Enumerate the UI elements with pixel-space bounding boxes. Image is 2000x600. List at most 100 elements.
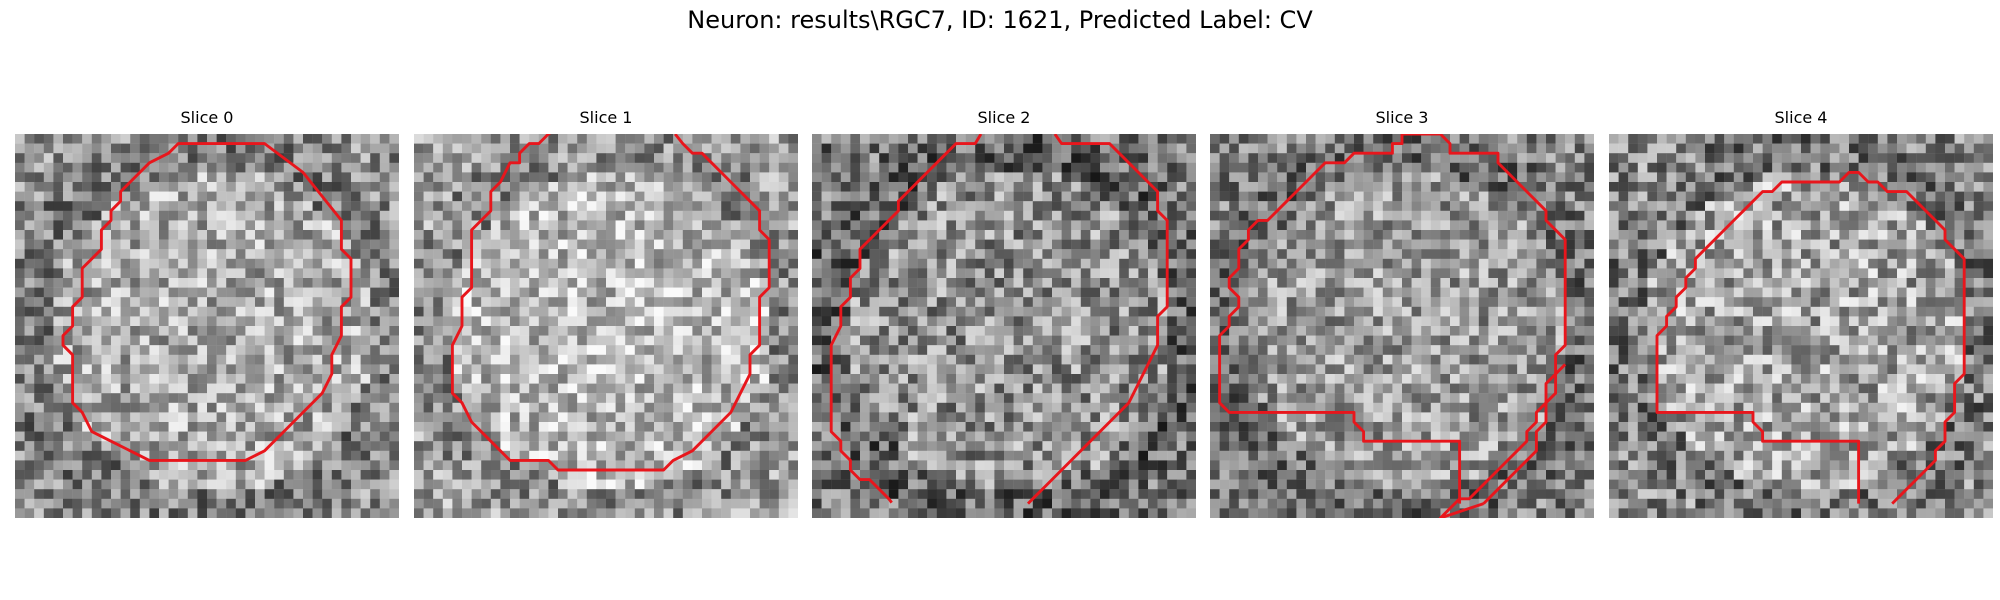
image-pixel (283, 230, 294, 240)
image-pixel (1004, 172, 1014, 183)
image-pixel (1052, 162, 1062, 173)
image-pixel (946, 220, 957, 231)
image-pixel (245, 374, 256, 384)
image-pixel (111, 402, 121, 413)
image-pixel (274, 297, 284, 307)
image-pixel (946, 134, 957, 144)
image-pixel (831, 201, 841, 211)
image-pixel (283, 182, 294, 192)
image-pixel (283, 326, 294, 336)
image-pixel (759, 441, 770, 451)
image-pixel (644, 345, 655, 355)
image-pixel (91, 431, 102, 442)
image-pixel (927, 297, 937, 307)
image-pixel (1052, 441, 1062, 451)
image-pixel (1052, 278, 1062, 288)
image-pixel (433, 479, 443, 490)
image-pixel (898, 249, 909, 259)
image-pixel (625, 489, 635, 499)
image-pixel (82, 383, 92, 394)
image-pixel (1186, 210, 1196, 221)
image-pixel (471, 441, 482, 451)
image-pixel (149, 383, 160, 394)
image-pixel (917, 182, 928, 192)
image-pixel (908, 402, 918, 413)
image-pixel (43, 162, 54, 173)
image-pixel (879, 450, 889, 461)
image-pixel (1421, 162, 1431, 173)
image-pixel (351, 210, 361, 221)
image-pixel (178, 230, 188, 240)
image-pixel (750, 498, 760, 509)
image-pixel (139, 239, 150, 250)
image-pixel (34, 412, 44, 423)
image-pixel (481, 479, 491, 490)
image-pixel (82, 441, 92, 451)
image-pixel (1186, 431, 1196, 442)
image-pixel (946, 345, 957, 355)
image-pixel (1176, 422, 1187, 432)
image-pixel (711, 326, 722, 336)
image-pixel (721, 268, 731, 279)
image-pixel (634, 143, 645, 154)
image-pixel (24, 297, 35, 307)
image-pixel (965, 278, 976, 288)
image-pixel (1138, 489, 1149, 499)
image-pixel (1157, 191, 1168, 202)
image-pixel (72, 460, 83, 471)
image-pixel (1032, 335, 1043, 346)
image-pixel (984, 450, 995, 461)
image-pixel (235, 345, 246, 355)
image-pixel (255, 220, 265, 231)
image-pixel (682, 201, 693, 211)
image-pixel (235, 210, 246, 221)
image-pixel (558, 450, 568, 461)
image-pixel (510, 278, 520, 288)
image-pixel (226, 278, 236, 288)
image-pixel (168, 470, 179, 480)
image-pixel (139, 316, 150, 327)
image-pixel (1100, 498, 1110, 509)
image-pixel (72, 508, 83, 518)
image-pixel (72, 489, 83, 499)
image-pixel (682, 162, 693, 173)
image-pixel (1210, 172, 1220, 183)
image-pixel (283, 210, 294, 221)
image-pixel (178, 220, 188, 231)
image-pixel (1052, 450, 1062, 461)
image-pixel (1100, 326, 1110, 336)
image-pixel (341, 393, 352, 403)
image-pixel (994, 335, 1005, 346)
image-pixel (1013, 239, 1024, 250)
image-pixel (53, 470, 64, 480)
image-pixel (139, 306, 150, 317)
image-pixel (840, 230, 851, 240)
image-pixel (101, 268, 112, 279)
image-pixel (255, 210, 265, 221)
image-pixel (15, 470, 25, 480)
image-pixel (379, 354, 390, 365)
image-pixel (1119, 143, 1129, 154)
image-pixel (869, 210, 880, 221)
image-pixel (72, 230, 83, 240)
image-pixel (1176, 153, 1187, 163)
image-pixel (759, 374, 770, 384)
image-pixel (644, 172, 655, 183)
image-pixel (946, 508, 957, 518)
image-pixel (1148, 470, 1158, 480)
image-pixel (927, 335, 937, 346)
image-pixel (606, 354, 616, 365)
image-pixel (586, 134, 597, 144)
image-pixel (72, 191, 83, 202)
image-pixel (1032, 479, 1043, 490)
image-pixel (769, 431, 779, 442)
image-pixel (255, 249, 265, 259)
image-pixel (1402, 134, 1412, 144)
image-pixel (360, 489, 371, 499)
image-pixel (558, 460, 568, 471)
image-pixel (370, 412, 380, 423)
image-pixel (360, 230, 371, 240)
image-pixel (462, 412, 472, 423)
image-pixel (673, 335, 683, 346)
image-pixel (759, 479, 770, 490)
